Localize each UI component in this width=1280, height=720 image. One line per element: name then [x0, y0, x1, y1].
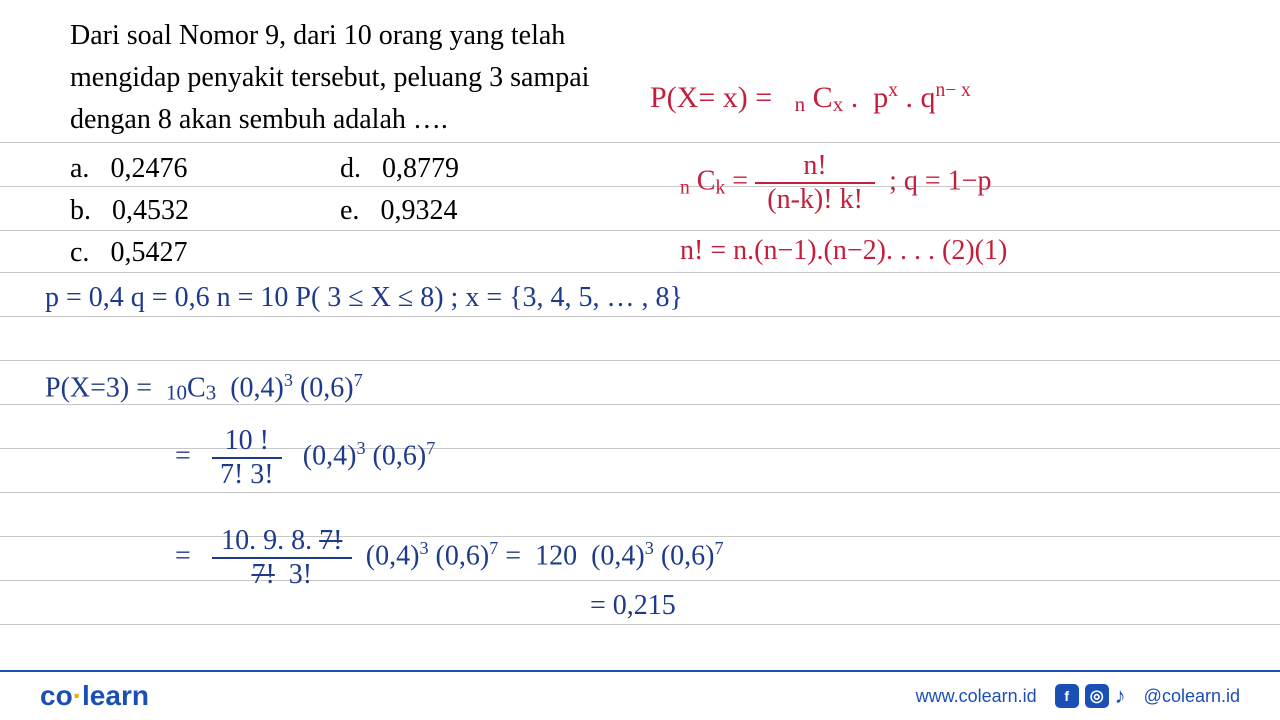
footer-handle: @colearn.id: [1144, 686, 1240, 707]
option-b: b. 0,4532: [70, 190, 189, 232]
footer: co·learn www.colearn.id f ◎ ♪ @colearn.i…: [0, 670, 1280, 720]
ruled-line: [0, 230, 1280, 231]
logo: co·learn: [40, 680, 149, 712]
frac-den-2a-strike: 7!: [251, 559, 274, 590]
combination-numerator: n!: [755, 150, 875, 184]
frac-den-1: 7! 3!: [212, 459, 282, 491]
work-parameters: p = 0,4 q = 0,6 n = 10 P( 3 ≤ X ≤ 8) ; x…: [45, 282, 683, 314]
ruled-line: [0, 492, 1280, 493]
instagram-icon: ◎: [1085, 684, 1109, 708]
option-b-value: 0,4532: [112, 195, 189, 226]
option-d: d. 0,8779: [340, 148, 459, 190]
ruled-line: [0, 272, 1280, 273]
social-icons: f ◎ ♪: [1055, 683, 1126, 709]
ruled-line: [0, 360, 1280, 361]
option-e-value: 0,9324: [380, 195, 457, 226]
frac-num-2a: 10. 9. 8.: [221, 525, 312, 556]
logo-co: co: [40, 680, 73, 711]
work-px3-line3: = 10. 9. 8. 7! 7! 3! (0,4)3 (0,6)7 = 120…: [175, 525, 724, 591]
option-a: a. 0,2476: [70, 148, 187, 190]
ruled-line: [0, 624, 1280, 625]
option-c-value: 0,5427: [110, 237, 187, 268]
q-definition: ; q = 1−p: [889, 165, 991, 196]
frac-num-1: 10 !: [212, 425, 282, 459]
tiktok-icon: ♪: [1115, 683, 1126, 709]
formula-factorial: n! = n.(n−1).(n−2). . . . (2)(1): [680, 235, 1007, 267]
option-e: e. 0,9324: [340, 190, 457, 232]
logo-learn: learn: [82, 680, 149, 711]
footer-url: www.colearn.id: [916, 686, 1037, 707]
logo-dot-icon: ·: [73, 680, 82, 711]
question-text: Dari soal Nomor 9, dari 10 orang yang te…: [70, 15, 590, 141]
work-px3-result: = 0,215: [590, 590, 676, 622]
formula-pmf: P(X= x) = n Cx . px . qn− x: [650, 80, 971, 117]
option-a-value: 0,2476: [110, 153, 187, 184]
frac-num-2b-strike: 7!: [319, 525, 342, 556]
option-c: c. 0,5427: [70, 232, 187, 274]
ruled-line: [0, 142, 1280, 143]
frac-den-2b: 3!: [289, 559, 312, 590]
formula-combination: n Ck = n! (n-k)! k! ; q = 1−p: [680, 150, 991, 216]
work-px3-line2: = 10 ! 7! 3! (0,4)3 (0,6)7: [175, 425, 435, 491]
work-px3-line1: P(X=3) = 10C3 (0,4)3 (0,6)7: [45, 370, 363, 405]
combination-denominator: (n-k)! k!: [755, 184, 875, 216]
ruled-line: [0, 316, 1280, 317]
ruled-line: [0, 186, 1280, 187]
facebook-icon: f: [1055, 684, 1079, 708]
footer-right: www.colearn.id f ◎ ♪ @colearn.id: [916, 683, 1240, 709]
option-d-value: 0,8779: [382, 153, 459, 184]
